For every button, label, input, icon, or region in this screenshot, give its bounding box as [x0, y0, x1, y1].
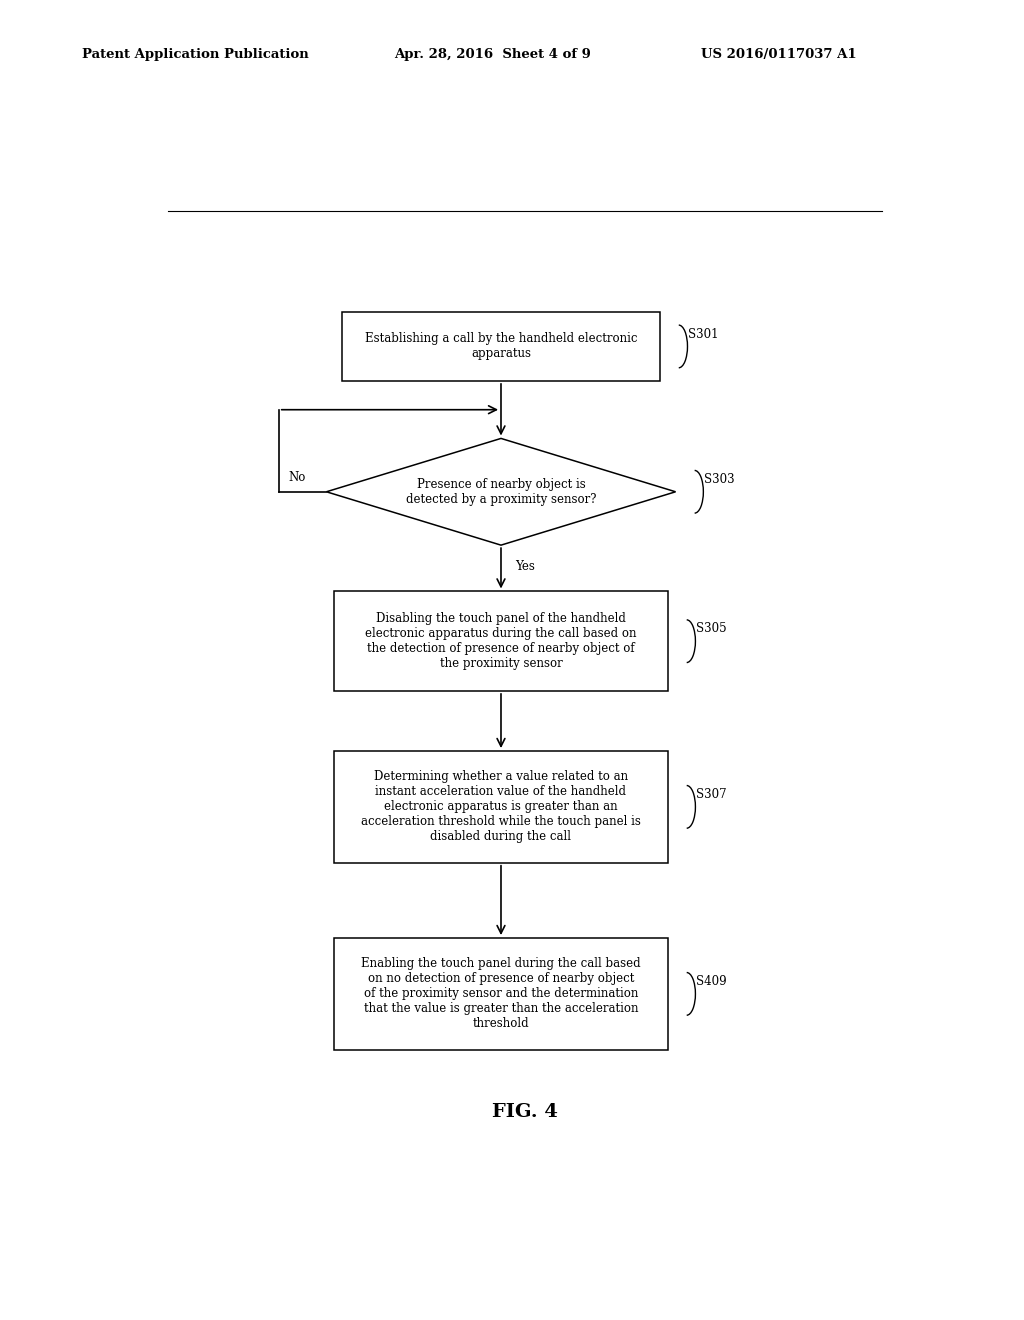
Text: S307: S307: [696, 788, 727, 801]
Bar: [334, 591, 668, 690]
Text: Apr. 28, 2016  Sheet 4 of 9: Apr. 28, 2016 Sheet 4 of 9: [394, 48, 591, 61]
Text: Disabling the touch panel of the handheld
electronic apparatus during the call b: Disabling the touch panel of the handhel…: [366, 612, 637, 671]
Polygon shape: [327, 438, 676, 545]
Text: US 2016/0117037 A1: US 2016/0117037 A1: [701, 48, 857, 61]
Text: Patent Application Publication: Patent Application Publication: [82, 48, 308, 61]
Text: Establishing a call by the handheld electronic
apparatus: Establishing a call by the handheld elec…: [365, 333, 637, 360]
Text: Determining whether a value related to an
instant acceleration value of the hand: Determining whether a value related to a…: [361, 771, 641, 843]
Text: Yes: Yes: [515, 561, 536, 573]
Text: Enabling the touch panel during the call based
on no detection of presence of ne: Enabling the touch panel during the call…: [361, 957, 641, 1031]
Text: S301: S301: [688, 327, 719, 341]
Text: S409: S409: [696, 975, 727, 989]
Text: Presence of nearby object is
detected by a proximity sensor?: Presence of nearby object is detected by…: [406, 478, 596, 506]
Text: S305: S305: [696, 623, 727, 635]
Text: FIG. 4: FIG. 4: [492, 1102, 558, 1121]
Text: S303: S303: [705, 473, 735, 486]
Bar: [334, 939, 668, 1049]
Bar: [334, 751, 668, 863]
Text: No: No: [289, 471, 306, 483]
Bar: [342, 312, 659, 381]
